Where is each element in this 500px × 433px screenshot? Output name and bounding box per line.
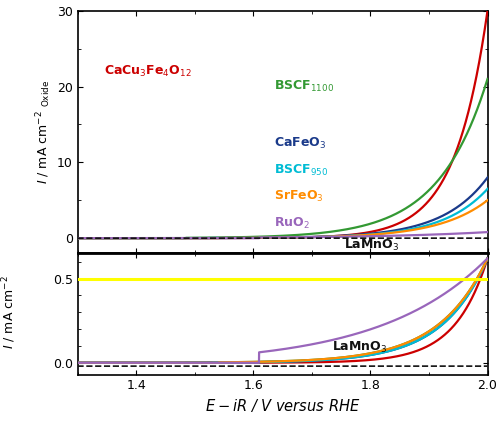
Text: CaFeO$_3$: CaFeO$_3$ [274,136,326,151]
Text: LaMnO$_3$: LaMnO$_3$ [332,340,388,355]
X-axis label: $E - iR$ / V versus RHE: $E - iR$ / V versus RHE [205,397,360,414]
Text: $I$ / mA cm$^{-2}$: $I$ / mA cm$^{-2}$ [0,275,18,349]
Text: BSCF$_{1100}$: BSCF$_{1100}$ [274,79,334,94]
Text: SrFeO$_3$: SrFeO$_3$ [274,189,324,204]
Text: BSCF$_{950}$: BSCF$_{950}$ [274,162,328,178]
Text: RuO$_2$: RuO$_2$ [274,216,310,230]
Text: LaMnO$_3$: LaMnO$_3$ [344,238,400,253]
Text: CaCu$_3$Fe$_4$O$_{12}$: CaCu$_3$Fe$_4$O$_{12}$ [104,64,192,79]
Y-axis label: $I$ / mA cm$^{-2}$ $_{\mathrm{Oxide}}$: $I$ / mA cm$^{-2}$ $_{\mathrm{Oxide}}$ [34,80,52,184]
